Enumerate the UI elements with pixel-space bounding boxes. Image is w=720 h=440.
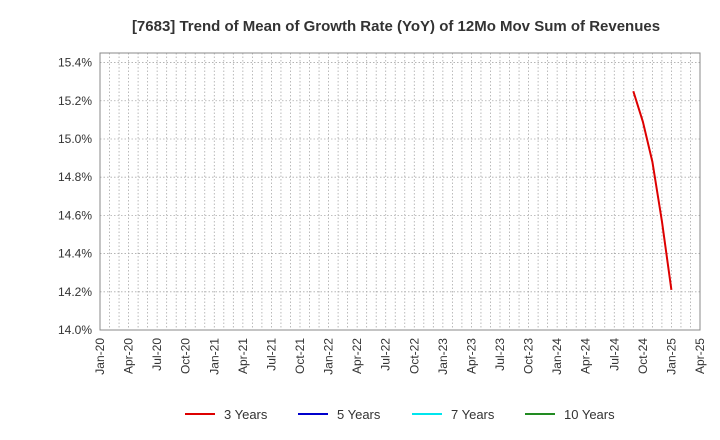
x-tick-label: Apr-21	[236, 338, 250, 374]
x-tick-label: Apr-25	[693, 338, 707, 374]
legend: 3 Years 5 Years 7 Years 10 Years	[185, 407, 615, 422]
x-tick-label: Jan-25	[664, 338, 678, 375]
legend-label: 10 Years	[564, 407, 615, 422]
y-tick-label: 15.2%	[58, 94, 92, 108]
x-tick-label: Oct-20	[179, 338, 193, 374]
x-tick-label: Oct-24	[636, 338, 650, 374]
x-tick-label: Jul-22	[379, 338, 393, 371]
y-tick-label: 14.6%	[58, 208, 92, 222]
x-tick-label: Jan-23	[436, 338, 450, 375]
legend-label: 5 Years	[337, 407, 381, 422]
x-tick-label: Oct-23	[522, 338, 536, 374]
x-tick-label: Oct-22	[407, 338, 421, 374]
x-tick-label: Jan-24	[550, 338, 564, 375]
x-tick-label: Jan-21	[207, 338, 221, 375]
legend-label: 7 Years	[451, 407, 495, 422]
y-tick-label: 15.4%	[58, 56, 92, 70]
y-tick-label: 15.0%	[58, 132, 92, 146]
y-tick-label: 14.2%	[58, 285, 92, 299]
x-tick-label: Jul-20	[150, 338, 164, 371]
x-tick-label: Oct-21	[293, 338, 307, 374]
series-layer	[632, 90, 673, 291]
y-tick-label: 14.0%	[58, 323, 92, 337]
series-line	[632, 90, 673, 291]
x-tick-label: Jul-24	[607, 338, 621, 371]
x-tick-label: Apr-20	[122, 338, 136, 374]
x-tick-label: Apr-23	[464, 338, 478, 374]
x-tick-label: Jul-21	[264, 338, 278, 371]
x-tick-label: Jan-20	[93, 338, 107, 375]
grid	[99, 53, 701, 331]
x-tick-label: Apr-24	[579, 338, 593, 374]
y-tick-label: 14.8%	[58, 170, 92, 184]
x-axis: Jan-20 Apr-20 Jul-20 Oct-20 Jan-21 Apr-21 Jul-…	[93, 338, 707, 375]
x-tick-label: Jul-23	[493, 338, 507, 371]
plot-frame	[99, 52, 701, 331]
x-tick-label: Apr-22	[350, 338, 364, 374]
y-tick-label: 14.4%	[58, 247, 92, 261]
legend-label: 3 Years	[224, 407, 268, 422]
chart-title: [7683] Trend of Mean of Growth Rate (YoY…	[132, 18, 660, 35]
x-tick-label: Jan-22	[322, 338, 336, 375]
y-axis: 14.0% 14.2% 14.4% 14.6% 14.8% 15.0% 15.2% 15.4%	[58, 56, 92, 337]
